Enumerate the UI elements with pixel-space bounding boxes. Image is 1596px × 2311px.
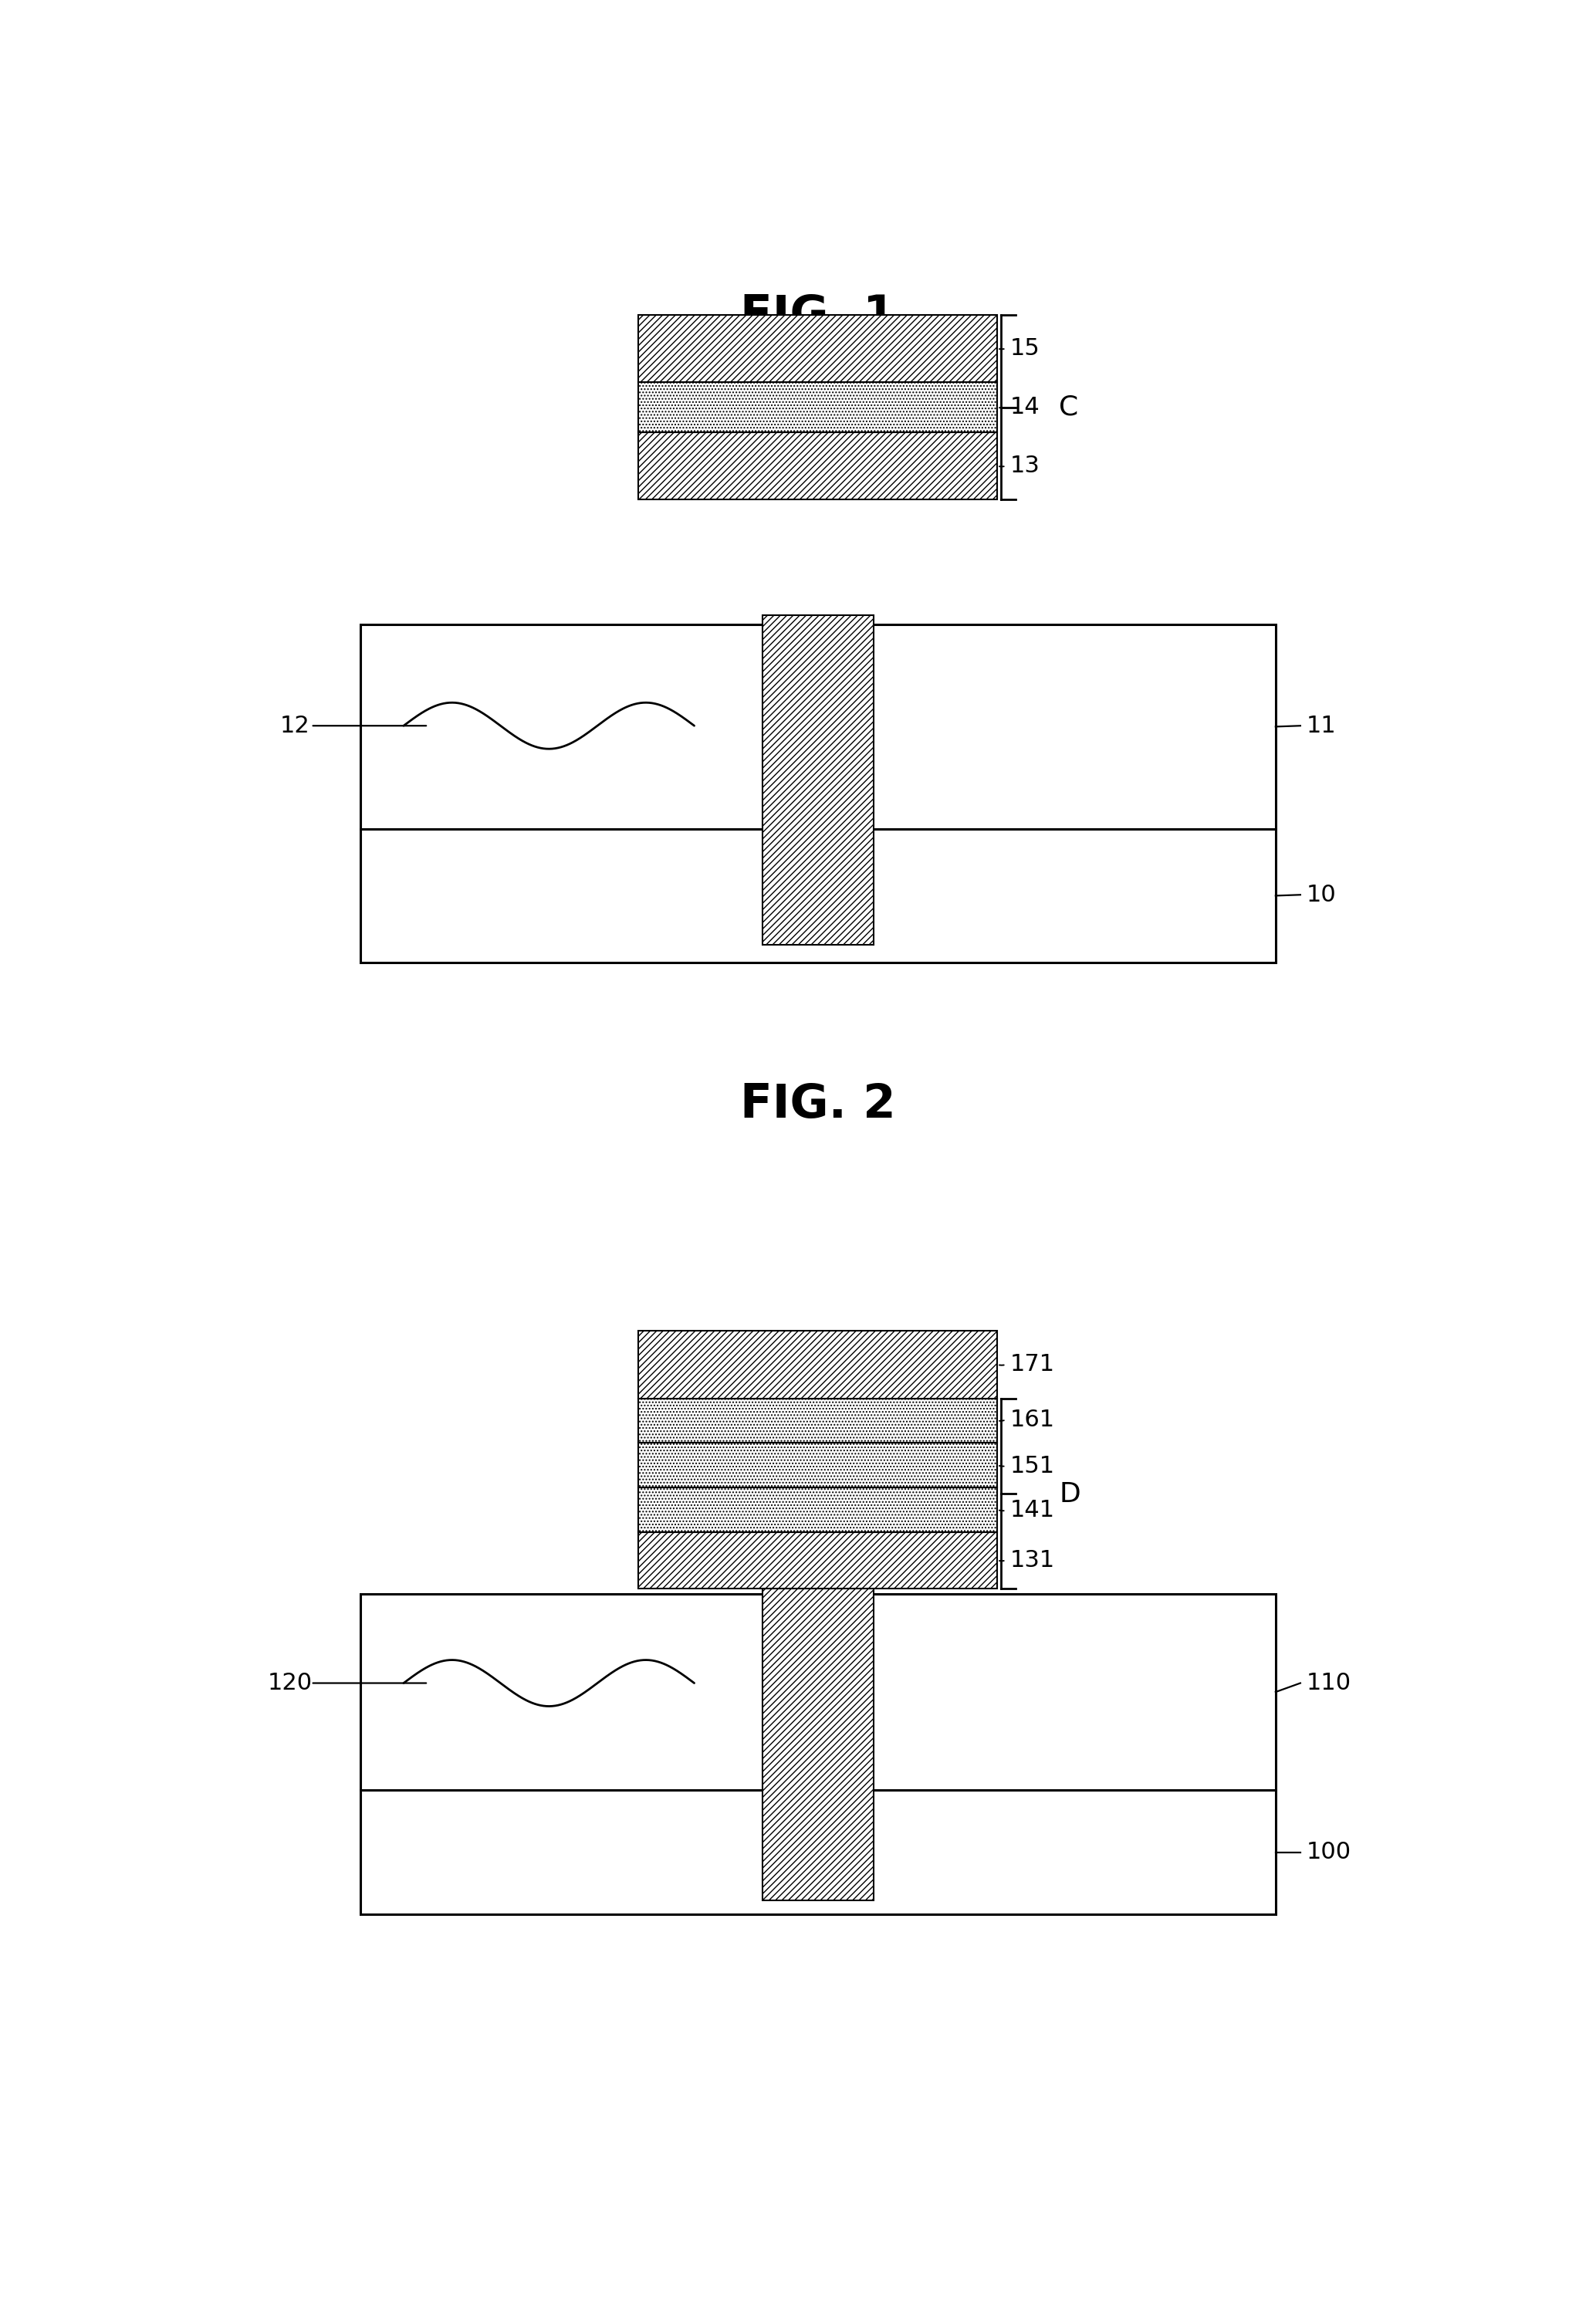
Bar bbox=[638, 432, 998, 499]
Text: 100: 100 bbox=[1307, 1842, 1352, 1863]
Text: 11: 11 bbox=[1307, 714, 1336, 737]
Bar bbox=[638, 1442, 998, 1488]
Text: 15: 15 bbox=[1010, 337, 1039, 361]
Text: 13: 13 bbox=[1010, 455, 1039, 476]
Bar bbox=[361, 624, 1275, 830]
Text: 171: 171 bbox=[1010, 1354, 1055, 1375]
Text: 131: 131 bbox=[1010, 1548, 1055, 1571]
Text: C: C bbox=[1060, 395, 1079, 421]
Text: 120: 120 bbox=[268, 1671, 313, 1694]
Bar bbox=[361, 830, 1275, 961]
Text: 151: 151 bbox=[1010, 1456, 1055, 1477]
Text: 110: 110 bbox=[1307, 1671, 1352, 1694]
Text: (PRIOR ART): (PRIOR ART) bbox=[707, 326, 929, 361]
Bar bbox=[763, 1588, 873, 1900]
Bar bbox=[638, 314, 998, 381]
Bar bbox=[638, 1488, 998, 1532]
Text: 10: 10 bbox=[1307, 883, 1336, 906]
Bar bbox=[638, 1331, 998, 1398]
Bar bbox=[638, 381, 998, 432]
Bar bbox=[361, 1789, 1275, 1914]
Text: 141: 141 bbox=[1010, 1500, 1055, 1521]
Bar bbox=[638, 1398, 998, 1442]
Bar bbox=[763, 615, 873, 945]
Text: FIG. 1: FIG. 1 bbox=[741, 293, 895, 340]
Text: 161: 161 bbox=[1010, 1407, 1055, 1431]
Text: 14: 14 bbox=[1010, 395, 1039, 418]
Text: D: D bbox=[1060, 1481, 1080, 1507]
Bar bbox=[638, 1532, 998, 1588]
Text: 12: 12 bbox=[279, 714, 310, 737]
Text: FIG. 2: FIG. 2 bbox=[741, 1082, 895, 1128]
Bar bbox=[361, 1595, 1275, 1789]
